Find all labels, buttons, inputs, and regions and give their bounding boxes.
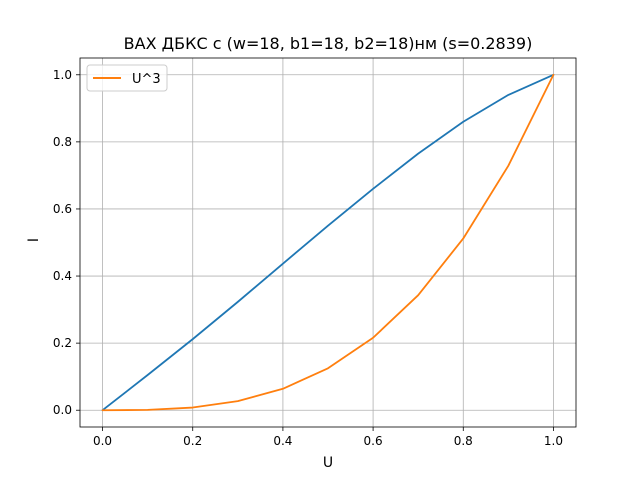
x-tick-label: 1.0 [544,434,563,448]
x-axis-label: U [323,455,333,471]
x-tick-label: 0.2 [183,434,202,448]
legend-box [86,64,168,92]
x-tick-label: 0.6 [364,434,383,448]
grid [80,58,576,427]
series-line-2 [101,73,555,412]
y-tick-label: 0.8 [53,135,72,149]
series-line-1 [101,73,555,412]
y-tick-label: 1.0 [53,68,72,82]
chart-title: ВАХ ДБКС с (w=18, b1=18, b2=18)нм (s=0.2… [124,34,533,53]
y-tick-label: 0.4 [53,269,72,283]
x-tick-label: 0.8 [454,434,473,448]
axis-ticks: 0.0 0.2 0.4 0.6 0.8 1.0 0.0 0.2 0.4 0.6 0.8 1.0 [53,68,563,448]
y-tick-label: 0.2 [53,336,72,350]
y-tick-label: 0.6 [53,202,72,216]
y-tick-label: 0.0 [53,403,72,417]
y-axis-label: I [26,238,42,242]
series-lines [101,73,555,412]
x-tick-label: 0.0 [93,434,112,448]
plot-area-frame [79,57,577,428]
legend: U^3 [86,64,168,92]
legend-label-u3: U^3 [132,72,161,87]
x-tick-label: 0.4 [273,434,292,448]
